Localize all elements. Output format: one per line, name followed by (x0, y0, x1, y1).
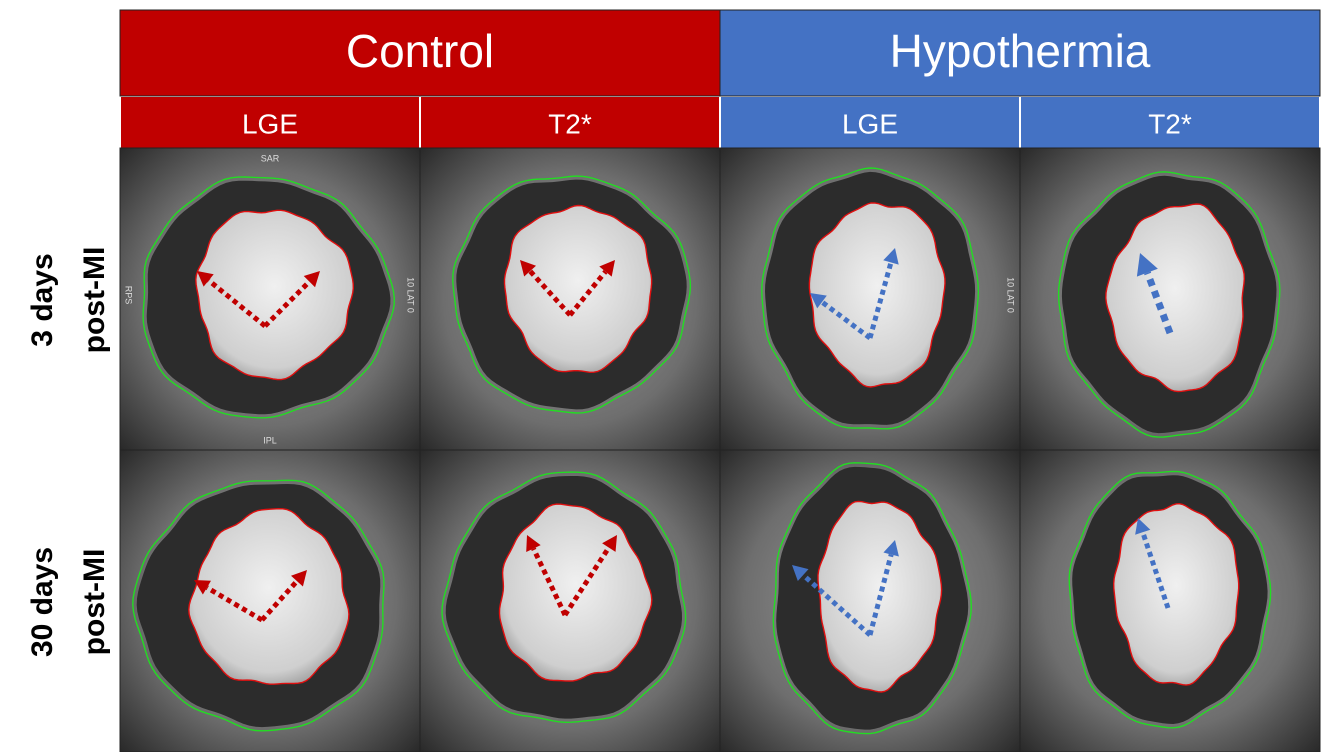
panel-content (120, 450, 420, 752)
arrow-head (303, 271, 320, 288)
arrow-shaft (562, 546, 611, 617)
arrow-shaft (263, 279, 312, 328)
arrow-shaft (205, 585, 264, 623)
epicardial-contour (452, 175, 692, 414)
arrow-shaft (867, 553, 894, 636)
scanner-overlay: SAR (261, 153, 280, 163)
arrow-shaft (568, 270, 608, 317)
mri-panel (1019, 449, 1321, 752)
endocardial-contour (1105, 203, 1246, 393)
endocardial-contour (817, 500, 943, 693)
group-label: Hypothermia (890, 25, 1151, 77)
scanner-overlay: IPL (263, 435, 277, 445)
row-label: post-MI (78, 247, 111, 354)
blood-pool (188, 508, 349, 685)
scanner-overlay: 10 LAT 0 (406, 277, 416, 313)
arrow-shaft (528, 269, 572, 317)
panel-content (120, 148, 420, 450)
endocardial-contour (498, 503, 653, 682)
epicardial-contour (1057, 171, 1281, 438)
blood-pool (195, 210, 354, 380)
blood-pool (809, 202, 945, 387)
arrow-shaft (1140, 531, 1171, 609)
arrow-head (883, 248, 899, 265)
group-header (119, 9, 721, 97)
endocardial-contour (188, 507, 350, 685)
row-label: post-MI (78, 549, 111, 656)
panel-border (1019, 449, 1321, 752)
arrow-head (197, 271, 214, 287)
epicardial-contour (761, 167, 980, 430)
arrow-shaft (867, 261, 894, 339)
panel-content (720, 450, 1020, 752)
mri-panel (119, 147, 421, 451)
endocardial-contour (1112, 502, 1240, 686)
column-header (121, 97, 419, 148)
arrow-head (520, 260, 537, 277)
arrow-head (602, 535, 617, 552)
mri-panel (119, 449, 421, 752)
panel-content (1020, 148, 1320, 450)
arrow-head (194, 580, 211, 595)
column-header (721, 97, 1019, 148)
epicardial-contour (142, 176, 396, 419)
arrow-head (291, 570, 307, 587)
panel-content (720, 148, 1020, 450)
mri-panel (719, 449, 1021, 752)
arrow-shaft (207, 278, 267, 328)
epicardial-contour (772, 462, 973, 735)
arrow-shaft (820, 300, 872, 340)
mri-panel (1019, 147, 1321, 451)
blood-pool (1105, 204, 1245, 392)
column-label: T2* (1148, 108, 1192, 139)
mri-panel (419, 147, 721, 451)
arrow-head (792, 565, 809, 581)
endocardial-contour (503, 204, 653, 374)
endocardial-contour (808, 202, 946, 388)
column-label: LGE (242, 108, 298, 139)
arrow-head (599, 260, 615, 277)
arrow-head (1135, 518, 1151, 535)
group-header (719, 9, 1321, 97)
blood-pool (1113, 503, 1239, 686)
scanner-overlay: RPS (124, 286, 134, 305)
group-label: Control (346, 25, 494, 77)
arrow-head (526, 535, 541, 552)
panel-content (1020, 450, 1320, 752)
epicardial-contour (1068, 470, 1272, 729)
column-header (1021, 97, 1319, 148)
panel-content (420, 450, 720, 752)
scanner-overlay: 10 LAT 0 (1006, 277, 1016, 313)
arrow-shaft (801, 573, 872, 637)
row-label: 3 days (26, 253, 59, 346)
arrow-shaft (1144, 271, 1174, 335)
column-header (421, 97, 719, 148)
panel-content (420, 148, 720, 450)
column-label: T2* (548, 108, 592, 139)
mri-panel (419, 449, 721, 752)
column-label: LGE (842, 108, 898, 139)
epicardial-contour (132, 479, 385, 732)
arrow-shaft (531, 547, 568, 617)
blood-pool (504, 205, 652, 373)
epicardial-contour (441, 471, 687, 724)
arrow-head (810, 293, 827, 309)
row-label: 30 days (26, 547, 59, 657)
mri-panel (719, 147, 1021, 451)
arrow-head (883, 540, 899, 557)
endocardial-contour (195, 209, 355, 381)
